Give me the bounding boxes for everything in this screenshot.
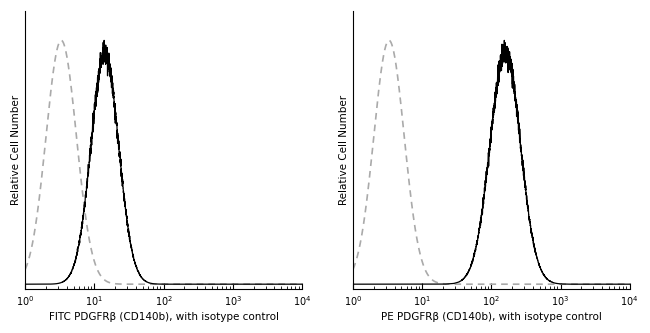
X-axis label: PE PDGFRβ (CD140b), with isotype control: PE PDGFRβ (CD140b), with isotype control (381, 312, 602, 322)
Y-axis label: Relative Cell Number: Relative Cell Number (11, 95, 21, 205)
Y-axis label: Relative Cell Number: Relative Cell Number (339, 95, 349, 205)
X-axis label: FITC PDGFRβ (CD140b), with isotype control: FITC PDGFRβ (CD140b), with isotype contr… (49, 312, 279, 322)
